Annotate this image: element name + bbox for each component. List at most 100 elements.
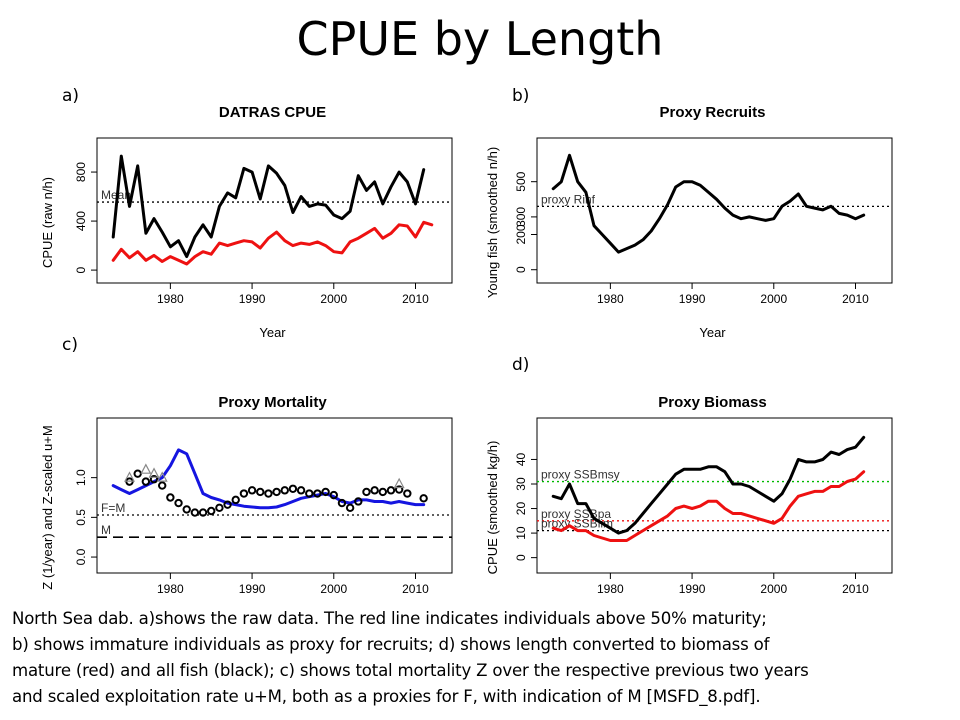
series-line (111, 154, 426, 259)
series-line (111, 448, 426, 510)
x-tick-label: 2010 (842, 292, 869, 306)
data-point (223, 500, 232, 509)
y-tick-label: 10 (514, 526, 528, 540)
x-tick-label: 1980 (157, 582, 184, 596)
chart-title: Proxy Mortality (218, 394, 327, 411)
data-point (140, 463, 152, 474)
x-tick-label: 1980 (157, 292, 184, 306)
plot-frame (536, 137, 893, 284)
series-line (551, 153, 866, 254)
y-tick-label: 30 (514, 477, 528, 491)
panel-b-letter: b) (512, 86, 530, 106)
x-tick-label: 2010 (842, 582, 869, 596)
data-point (321, 487, 330, 497)
panel-c-letter: c) (62, 335, 78, 355)
data-point (231, 495, 240, 505)
x-tick-label: 2010 (402, 292, 429, 306)
data-point (403, 489, 412, 498)
data-point (337, 498, 347, 508)
chart-title: Proxy Recruits (660, 104, 766, 121)
chart-title: DATRAS CPUE (219, 104, 326, 121)
reference-line-label: F=M (101, 501, 125, 515)
data-point (198, 508, 208, 517)
reference-line-label: proxy Rinf (541, 192, 596, 206)
data-point (207, 506, 216, 516)
plot-frame (536, 417, 893, 574)
chart-title: Proxy Biomass (658, 394, 766, 411)
data-point (354, 497, 363, 506)
data-point (215, 503, 224, 513)
data-point (419, 494, 428, 503)
series-line (111, 220, 434, 266)
y-tick-label: 40 (514, 452, 528, 466)
y-tick-label: 0.0 (74, 548, 88, 565)
data-point (272, 487, 281, 497)
slide-title: CPUE by Length (296, 12, 664, 66)
data-point (133, 469, 142, 478)
x-tick-label: 1990 (679, 292, 706, 306)
y-axis-label: CPUE (smoothed kg/h) (485, 441, 500, 575)
x-axis-label: Year (699, 325, 726, 340)
data-point (156, 471, 168, 482)
chart-panel-a: DATRAS CPUE 1980 1990 2000 2010 Year 0 400 800 CP… (40, 104, 453, 340)
chart-panel-b: Proxy Recruits 1980 1990 2000 2010 Year 0 20030… (485, 104, 893, 340)
data-point (247, 486, 257, 495)
data-point (370, 486, 379, 495)
data-point (386, 486, 396, 495)
x-tick-label: 1990 (239, 292, 266, 306)
data-point (280, 486, 289, 495)
caption-line: b) shows immature individuals as proxy f… (12, 635, 770, 654)
data-point (393, 477, 405, 489)
y-tick-label: 500 (514, 171, 528, 191)
x-tick-label: 2010 (402, 582, 429, 596)
y-tick-label: 0 (74, 266, 88, 273)
y-tick-label: 400 (74, 211, 88, 231)
data-point (157, 481, 167, 490)
series-line (551, 435, 866, 535)
caption-line: mature (red) and all fish (black); c) sh… (12, 661, 809, 680)
caption: North Sea dab. a)shows the raw data. The… (12, 606, 958, 710)
data-point (124, 471, 136, 482)
data-point (305, 489, 314, 498)
x-tick-label: 1980 (597, 292, 624, 306)
data-point (288, 484, 298, 493)
y-axis-label: Young fish (smoothed n/h) (485, 147, 500, 298)
y-tick-label: 300 (514, 207, 528, 227)
x-tick-label: 1980 (597, 582, 624, 596)
chart-panel-c: Proxy Mortality 1980 1990 2000 2010 0.0 0.5 1.0… (40, 394, 453, 596)
x-tick-label: 2000 (320, 292, 347, 306)
y-tick-label: 1.0 (74, 469, 88, 486)
data-point (190, 508, 200, 517)
data-point (296, 486, 306, 495)
y-axis-label: Z (1/year) and Z-scaled u+M (40, 425, 55, 589)
chart-panel-d: Proxy Biomass 1980 1990 2000 2010 0 10 20 30 40 CP… (485, 394, 893, 596)
data-point (362, 487, 371, 497)
reference-line-label: M (101, 523, 111, 537)
data-point (256, 487, 265, 497)
data-point (264, 489, 273, 498)
y-tick-label: 20 (514, 502, 528, 516)
y-tick-label: 200 (514, 224, 528, 244)
y-axis-label: CPUE (raw n/h) (40, 177, 55, 268)
data-point (378, 487, 388, 497)
data-point (148, 467, 160, 478)
x-axis-label: Year (259, 325, 286, 340)
data-point (329, 490, 338, 500)
data-point (149, 475, 159, 484)
series-line (551, 470, 866, 542)
caption-line: and scaled exploitation rate u+M, both a… (12, 687, 761, 706)
caption-line: North Sea dab. a)shows the raw data. The… (12, 609, 767, 628)
reference-line-label: proxy SSBmsy (541, 468, 620, 482)
y-tick-label: 800 (74, 162, 88, 182)
x-tick-label: 2000 (760, 292, 787, 306)
data-point (182, 505, 191, 514)
panel-a-letter: a) (62, 86, 80, 106)
data-point (394, 485, 404, 494)
x-tick-label: 1990 (239, 582, 266, 596)
plot-frame (96, 417, 453, 574)
plot-frame (96, 137, 453, 284)
y-tick-label: 0 (514, 266, 528, 273)
data-point (141, 477, 151, 486)
y-tick-label: 0 (514, 554, 528, 561)
data-point (239, 489, 249, 498)
